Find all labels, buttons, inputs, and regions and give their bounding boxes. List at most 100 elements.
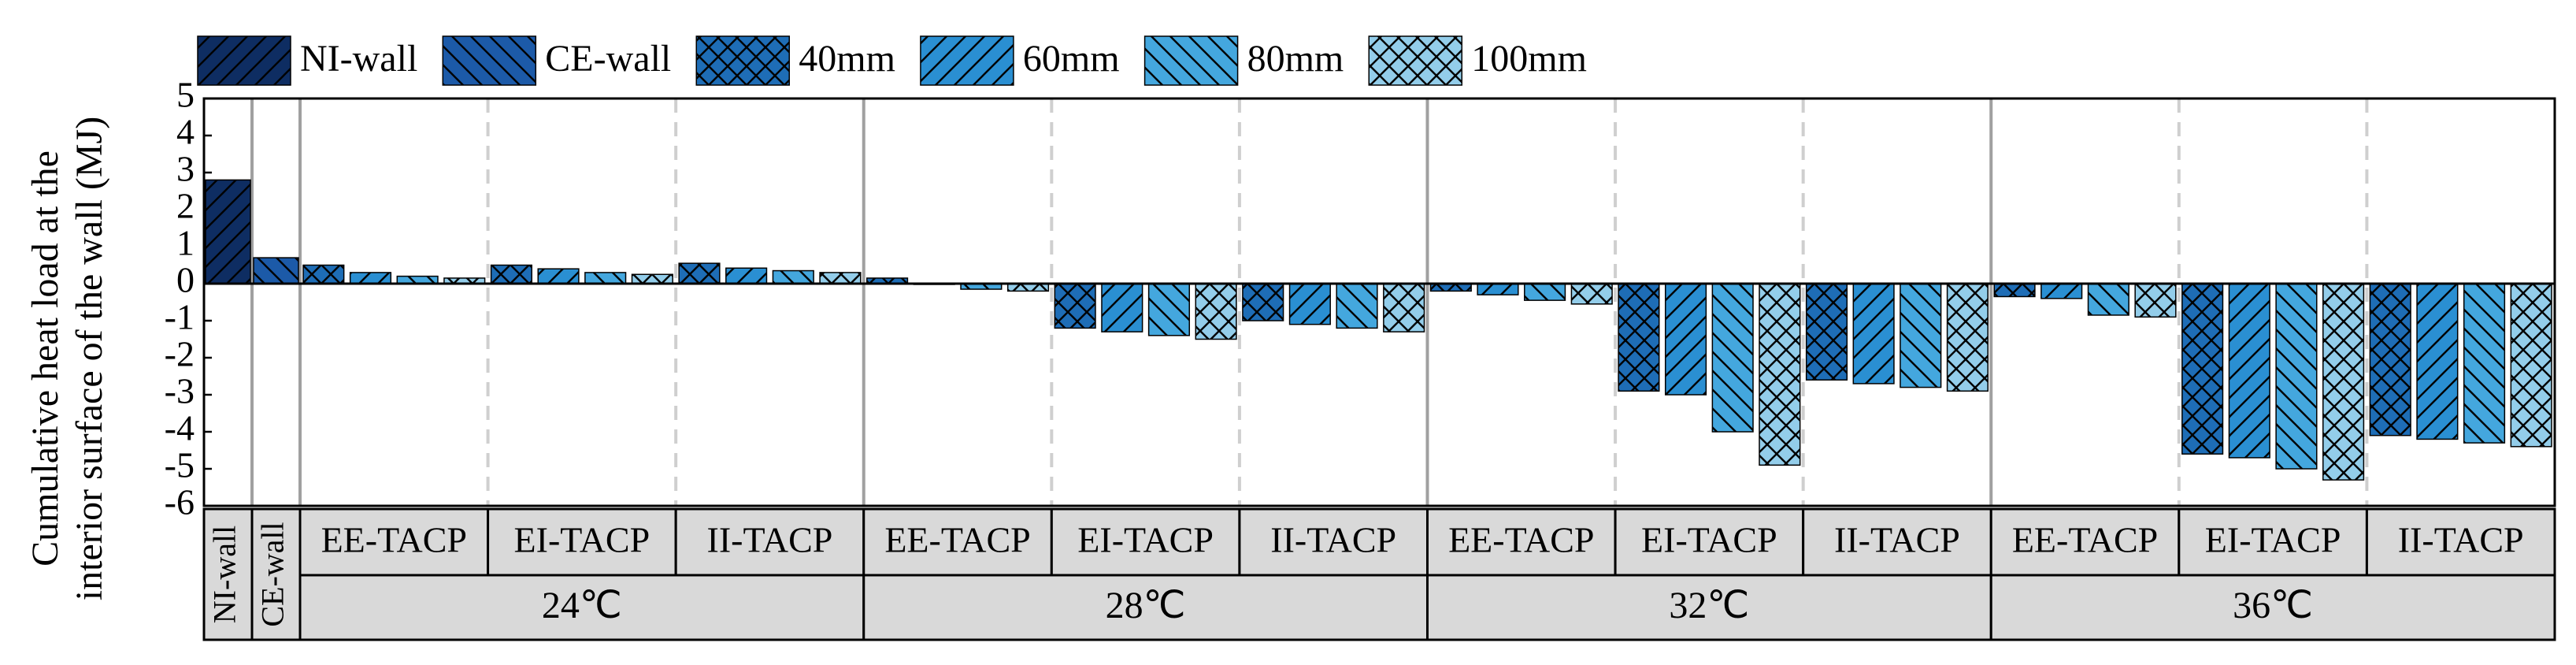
x-tick-label: EE-TACP xyxy=(884,520,1030,560)
bar xyxy=(2228,283,2270,459)
table-cell xyxy=(1802,507,1992,577)
bar xyxy=(1618,283,1660,392)
x-tick-label: EE-TACP xyxy=(321,520,467,560)
table-cell xyxy=(862,507,1053,577)
table-cell xyxy=(298,574,865,641)
x-tick-label: EE-TACP xyxy=(1448,520,1594,560)
legend-label: 60mm xyxy=(1023,38,1120,80)
y-tick-label: -1 xyxy=(165,297,195,337)
bar xyxy=(2416,283,2459,440)
legend-swatch xyxy=(442,35,537,86)
legend-swatch xyxy=(695,35,790,86)
bar xyxy=(2510,283,2552,448)
group-label: 32℃ xyxy=(1669,585,1749,626)
bar xyxy=(253,257,299,284)
bar xyxy=(302,264,345,284)
x-tick-label: NI-wall xyxy=(207,526,243,623)
group-label: 24℃ xyxy=(542,585,622,626)
y-axis-label: Cumulative heat load at the xyxy=(24,150,66,567)
legend-label: CE-wall xyxy=(545,38,671,80)
y-axis-label: interior surface of the wall (MJ) xyxy=(69,117,110,600)
y-tick-label: 3 xyxy=(176,149,195,189)
x-tick-label: EI-TACP xyxy=(1641,520,1777,560)
bar xyxy=(1054,283,1096,329)
group-label: 28℃ xyxy=(1106,585,1186,626)
bar xyxy=(1101,283,1143,332)
bar xyxy=(1147,283,1191,336)
legend-swatch xyxy=(1143,35,1239,86)
legend-label: 40mm xyxy=(799,38,895,80)
bar xyxy=(1946,283,1989,392)
y-tick-label: 0 xyxy=(176,260,195,300)
bar xyxy=(1759,283,1801,466)
y-tick-label: -2 xyxy=(165,334,195,374)
legend-label: NI-wall xyxy=(300,38,417,80)
y-tick-label: -3 xyxy=(165,371,195,411)
table-cell xyxy=(487,507,677,577)
table-cell xyxy=(2365,507,2556,577)
bar xyxy=(1242,283,1284,321)
bar xyxy=(2181,283,2224,455)
x-tick-label: CE-wall xyxy=(255,522,291,626)
y-tick-label: 2 xyxy=(176,186,195,226)
bar xyxy=(2275,283,2318,470)
bar xyxy=(1664,283,1707,396)
table-cell xyxy=(674,507,865,577)
bar xyxy=(1383,283,1425,332)
table-cell xyxy=(1426,574,1992,641)
x-tick-label: II-TACP xyxy=(2398,520,2524,560)
bar xyxy=(678,262,721,284)
legend-label: 100mm xyxy=(1471,38,1587,80)
bar xyxy=(1993,283,2036,298)
bar xyxy=(2134,283,2177,318)
bar xyxy=(1524,283,1566,301)
plot-frame xyxy=(202,97,2556,507)
bar xyxy=(631,273,673,284)
bar xyxy=(725,267,768,284)
bar xyxy=(349,272,392,284)
legend-swatch xyxy=(1368,35,1463,86)
legend-label: 80mm xyxy=(1247,38,1344,80)
y-tick-label: 1 xyxy=(176,223,195,263)
bar xyxy=(2322,283,2365,481)
bar xyxy=(1570,283,1613,305)
bar xyxy=(2040,283,2083,299)
bar xyxy=(1711,283,1754,433)
bar xyxy=(819,272,862,284)
table-cell xyxy=(1989,574,2556,641)
x-tick-label: EI-TACP xyxy=(2205,520,2341,560)
x-tick-label: EI-TACP xyxy=(1077,520,1214,560)
bar xyxy=(772,269,814,284)
y-tick-label: -4 xyxy=(165,408,195,448)
bar xyxy=(1336,283,1378,329)
bar xyxy=(1195,283,1237,340)
bar xyxy=(1288,283,1331,325)
table-cell xyxy=(250,507,302,641)
bar xyxy=(1805,283,1848,381)
group-label: 36℃ xyxy=(2233,585,2313,626)
bar xyxy=(2369,283,2411,437)
y-tick-label: -6 xyxy=(165,482,195,522)
table-cell xyxy=(202,507,254,641)
bar xyxy=(2463,283,2506,444)
x-tick-label: II-TACP xyxy=(1834,520,1960,560)
bar xyxy=(1477,283,1519,295)
table-cell xyxy=(2178,507,2368,577)
table-cell xyxy=(862,574,1429,641)
x-tick-label: II-TACP xyxy=(707,520,833,560)
x-tick-label: EI-TACP xyxy=(514,520,650,560)
bar xyxy=(490,264,532,284)
y-tick-label: -5 xyxy=(165,445,195,485)
bar xyxy=(584,272,627,284)
bar xyxy=(205,179,251,284)
y-tick-label: 4 xyxy=(176,112,195,152)
table-cell xyxy=(1989,507,2181,577)
legend-swatch xyxy=(920,35,1014,86)
bar xyxy=(537,268,580,284)
legend-swatch xyxy=(197,35,291,86)
bar xyxy=(1900,283,1942,388)
x-tick-label: EE-TACP xyxy=(2012,520,2158,560)
x-tick-label: II-TACP xyxy=(1270,520,1396,560)
